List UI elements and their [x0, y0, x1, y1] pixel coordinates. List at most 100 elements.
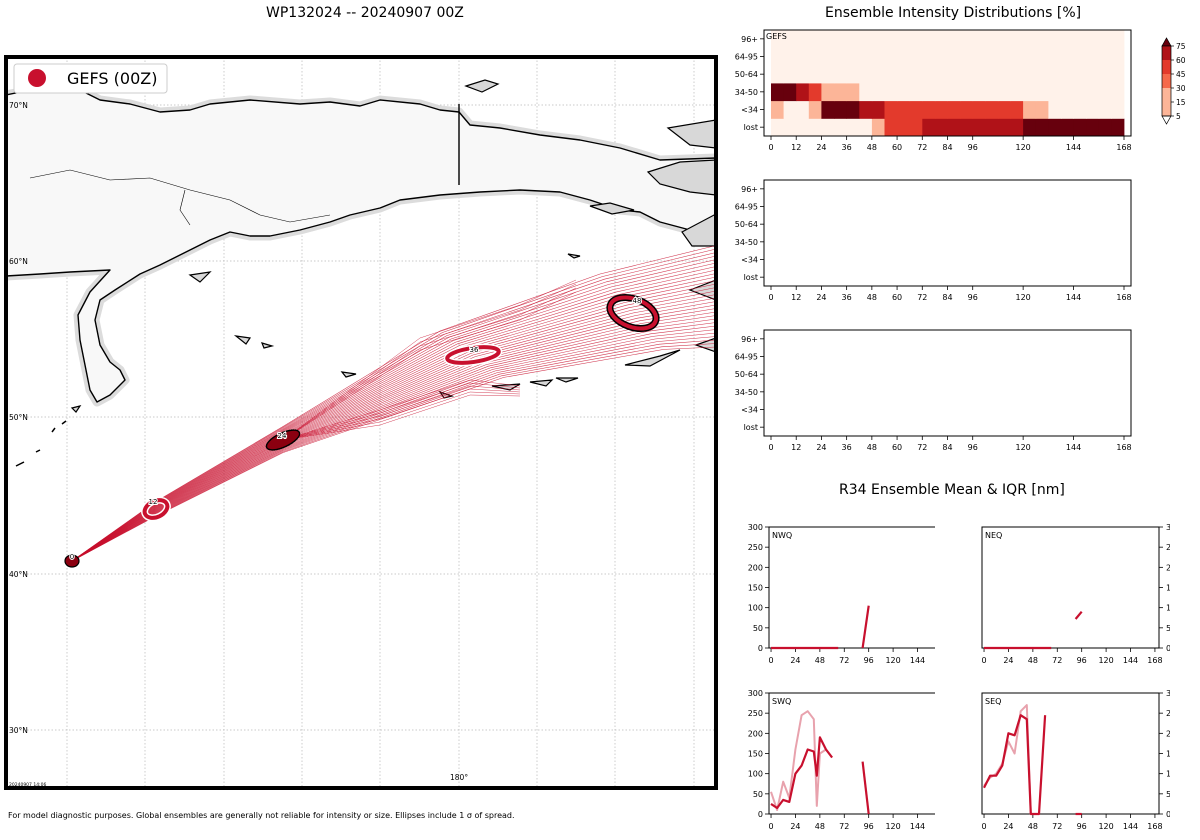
r34-xtick-label: 72 — [1052, 656, 1062, 665]
heatmap-cell — [1098, 118, 1112, 137]
heatmap-cell — [783, 65, 797, 84]
heatmap-cell — [1010, 83, 1024, 102]
r34-quadrant-label: NEQ — [985, 531, 1002, 540]
heatmap-xtick-label: 12 — [791, 443, 801, 452]
lat-label: 70°N — [9, 101, 28, 110]
heatmap-xtick-label: 72 — [917, 443, 927, 452]
heatmap-cell — [909, 83, 923, 102]
ensemble-track — [71, 304, 716, 562]
ensemble-track — [282, 283, 577, 441]
ensemble-track — [71, 329, 716, 562]
r34-title: R34 Ensemble Mean & IQR [nm] — [839, 482, 1065, 498]
heatmap-xtick-label: 72 — [917, 143, 927, 152]
heatmap-cell — [859, 30, 873, 49]
heatmap-cell — [960, 30, 974, 49]
r34-xtick-label: 96 — [1077, 656, 1087, 665]
colorbar-tick-label: 45 — [1176, 70, 1186, 79]
heatmap-cell — [1061, 118, 1074, 137]
r34-ytick-label: 100 — [1166, 770, 1170, 779]
r34-xtick-label: 0 — [981, 822, 986, 831]
heatmap-cell — [1061, 47, 1074, 66]
lat-label: 40°N — [9, 570, 28, 579]
heatmap-cell — [1086, 47, 1100, 66]
heatmap-cell — [909, 100, 923, 119]
heatmap-row-label: 34-50 — [735, 238, 758, 247]
r34-ytick-label: 300 — [748, 689, 763, 698]
heatmap-cell — [884, 65, 898, 84]
heatmap-cell — [997, 47, 1011, 66]
heatmap-cell — [821, 30, 835, 49]
r34-xtick-label: 24 — [1003, 656, 1013, 665]
r34-quadrant-label: SEQ — [985, 697, 1001, 706]
heatmap-cell — [1098, 30, 1112, 49]
r34-xtick-label: 0 — [981, 656, 986, 665]
heatmap-cell — [1073, 65, 1087, 84]
forecast-hour-label: 48 — [633, 297, 642, 305]
heatmap-cell — [897, 47, 911, 66]
land-islands — [70, 79, 681, 413]
ensemble-track — [282, 379, 521, 441]
heatmap-cell — [821, 83, 835, 102]
heatmap-row-label: 96+ — [741, 335, 758, 344]
heatmap-cell — [1086, 83, 1100, 102]
heatmap-cell — [871, 118, 885, 137]
heatmap-cell — [1111, 118, 1125, 137]
heatmap-cell — [985, 30, 999, 49]
r34-series-line — [770, 736, 833, 810]
heatmap-cell — [934, 83, 948, 102]
colorbar-segment — [1162, 88, 1171, 102]
heatmap-cell — [1073, 47, 1087, 66]
heatmap-cell — [960, 100, 974, 119]
forecast-hour-label: 24 — [278, 432, 287, 440]
colorbar-segment — [1162, 46, 1171, 60]
heatmap-xtick-label: 84 — [942, 143, 952, 152]
intensity-heatmap-empty-3: lost <34 34-50 50-64 64-95 96+ 0 12 24 36 48 60 72 84… — [735, 329, 1132, 452]
heatmap-cell — [1035, 65, 1049, 84]
heatmap-cell — [1111, 47, 1125, 66]
r34-frame — [981, 526, 1160, 649]
heatmap-xtick-label: 120 — [1016, 143, 1031, 152]
heatmap-cell — [821, 118, 835, 137]
heatmap-xtick-label: 96 — [968, 443, 978, 452]
heatmap-cell — [909, 47, 923, 66]
r34-ytick-label: 150 — [1166, 584, 1170, 593]
heatmap-cell — [808, 100, 822, 119]
ensemble-track — [282, 394, 521, 441]
heatmap-cell — [1010, 118, 1024, 137]
heatmap-cell — [1111, 30, 1125, 49]
heatmap-cell — [1098, 100, 1112, 119]
r34-ytick-label: 50 — [1166, 624, 1170, 633]
heatmap-xtick-label: 168 — [1116, 443, 1131, 452]
r34-ytick-label: 0 — [1166, 644, 1170, 653]
r34-panel-nwq: 0 50 100 150 200 250 300 0 24 48 72 96 120 144 168 NWQ — [748, 523, 935, 665]
ensemble-track — [282, 287, 577, 441]
heatmap-cell — [884, 100, 898, 119]
heatmap-cell — [1111, 65, 1125, 84]
heatmap-cell — [1023, 100, 1037, 119]
heatmap-xtick-label: 96 — [968, 143, 978, 152]
heatmap-cell — [985, 83, 999, 102]
heatmap-cell — [1086, 65, 1100, 84]
heatmap-cell — [1035, 30, 1049, 49]
legend-label: GEFS (00Z) — [67, 69, 157, 88]
heatmap-cell — [884, 30, 898, 49]
heatmap-cell — [909, 118, 923, 137]
heatmap-cell — [1023, 83, 1037, 102]
heatmap-cell — [972, 65, 986, 84]
heatmap-cell — [846, 100, 860, 119]
heatmap-cell — [1073, 30, 1087, 49]
heatmap-xtick-label: 96 — [968, 293, 978, 302]
ensemble-track — [71, 343, 716, 562]
heatmap-cell — [934, 65, 948, 84]
heatmap-frame — [763, 329, 1132, 437]
heatmap-cell — [1035, 100, 1049, 119]
heatmap-xtick-label: 168 — [1116, 143, 1131, 152]
heatmap-cell — [1061, 30, 1074, 49]
heatmap-xtick-label: 84 — [942, 443, 952, 452]
heatmap-cell — [846, 30, 860, 49]
heatmap-cell — [947, 65, 961, 84]
heatmap-cell — [783, 118, 797, 137]
heatmap-row-label: 50-64 — [735, 220, 758, 229]
heatmap-cell — [821, 65, 835, 84]
r34-ytick-label: 50 — [753, 790, 763, 799]
